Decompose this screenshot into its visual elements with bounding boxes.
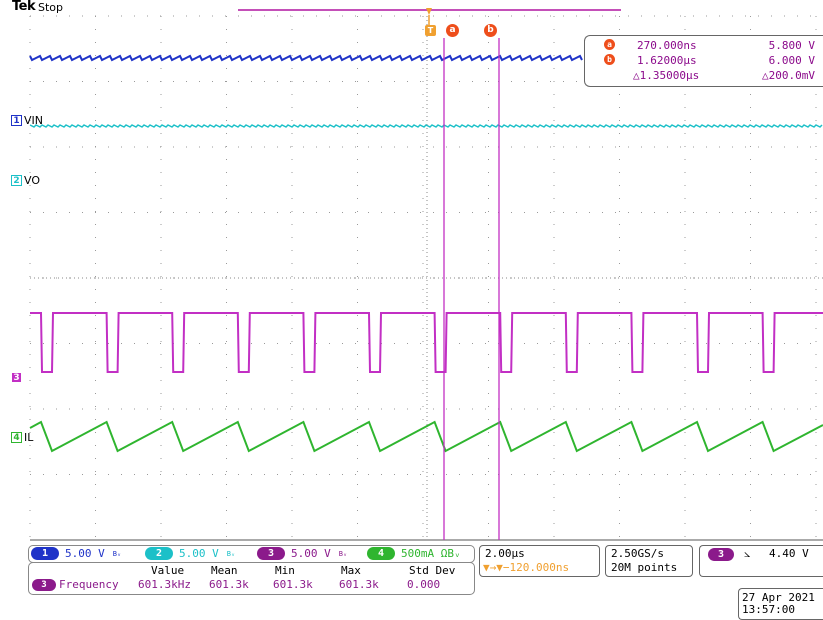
trigger-position-value: ▼→▼−120.000ns	[483, 561, 570, 574]
cursor-a-tag[interactable]: a	[446, 24, 459, 37]
trigger-arrow-icon	[426, 8, 432, 15]
cursor-b-value: 6.000 V	[768, 54, 815, 67]
channel-2-setting[interactable]: 2 5.00 V Bᵥ	[145, 547, 235, 561]
meas-header-value: Value	[151, 564, 185, 577]
channel-settings-bar: 1 5.00 V Bᵥ 2 5.00 V Bᵥ 3 5.00 V Bᵥ 4 500mA ΩBᵥ	[28, 545, 475, 563]
channel-3-marker[interactable]: 3	[11, 372, 24, 383]
cursor-a-time: 270.000ns	[637, 39, 697, 52]
meas-header-min: Min	[275, 564, 295, 577]
meas-value: 601.3kHz	[138, 578, 191, 591]
timebase-value: 2.00µs	[485, 547, 525, 560]
meas-name: Frequency	[59, 578, 119, 591]
trigger-slope-icon: ⦣	[744, 547, 751, 560]
cursor-b-time: 1.62000µs	[637, 54, 697, 67]
cursor-b-tag[interactable]: b	[484, 24, 497, 37]
waveform-traces	[29, 54, 823, 453]
cursor-delta-value: △200.0mV	[762, 69, 815, 82]
sample-rate: 2.50GS/s	[611, 547, 664, 560]
date: 27 Apr 2021	[742, 591, 815, 604]
trigger-tag[interactable]: T	[425, 25, 436, 36]
channel-4-setting[interactable]: 4 500mA ΩBᵥ	[367, 547, 461, 561]
meas-max: 601.3k	[339, 578, 379, 591]
channel-4-label: IL	[24, 431, 34, 444]
meas-source-badge: 3	[32, 579, 56, 591]
acquisition-settings[interactable]: 2.50GS/s 20M points	[605, 545, 693, 577]
brand-logo: Tek	[12, 0, 36, 14]
meas-mean: 601.3k	[209, 578, 249, 591]
graticule	[29, 15, 823, 541]
cursor-delta-time: △1.35000µs	[633, 69, 700, 82]
measurement-table: Value Mean Min Max Std Dev 3 Frequency 6…	[28, 562, 475, 595]
trigger-settings[interactable]: 3 ⦣ 4.40 V	[699, 545, 823, 577]
meas-min: 601.3k	[273, 578, 313, 591]
cursor-readout-panel: a 270.000ns 5.800 V b 1.62000µs 6.000 V …	[584, 35, 823, 87]
trigger-position-marker[interactable]	[426, 8, 432, 25]
record-length: 20M points	[611, 561, 678, 574]
cursor-b-badge: b	[604, 54, 615, 65]
cursor-a-badge: a	[604, 39, 615, 50]
cursor-lines[interactable]	[443, 38, 500, 540]
meas-header-mean: Mean	[211, 564, 238, 577]
horizontal-settings[interactable]: 2.00µs ▼→▼−120.000ns	[479, 545, 600, 577]
channel-4-marker[interactable]: 4 IL	[11, 432, 33, 443]
channel-1-setting[interactable]: 1 5.00 V Bᵥ	[31, 547, 121, 561]
time: 13:57:00	[742, 603, 795, 616]
channel-3-setting[interactable]: 3 5.00 V Bᵥ	[257, 547, 347, 561]
cursor-a-value: 5.800 V	[768, 39, 815, 52]
channel-1-label: VIN	[24, 114, 43, 127]
channel-1-trace	[29, 54, 583, 62]
settings-area: 1 5.00 V Bᵥ 2 5.00 V Bᵥ 3 5.00 V Bᵥ 4 500mA ΩBᵥ…	[0, 545, 823, 620]
channel-3-trace	[30, 312, 823, 373]
trigger-source-badge: 3	[708, 548, 734, 561]
meas-stddev: 0.000	[407, 578, 441, 591]
channel-4-trace	[29, 420, 823, 453]
channel-1-marker[interactable]: 1 VIN	[11, 115, 43, 126]
trigger-level: 4.40 V	[769, 547, 809, 560]
channel-2-marker[interactable]: 2 VO	[11, 175, 40, 186]
channel-2-label: VO	[24, 174, 40, 187]
meas-header-stddev: Std Dev	[409, 564, 456, 577]
waveform-display[interactable]	[0, 0, 823, 545]
channel-2-trace	[29, 124, 823, 128]
meas-header-max: Max	[341, 564, 361, 577]
acquisition-status: Stop	[38, 1, 64, 14]
date-time: 27 Apr 2021 13:57:00	[738, 588, 823, 620]
